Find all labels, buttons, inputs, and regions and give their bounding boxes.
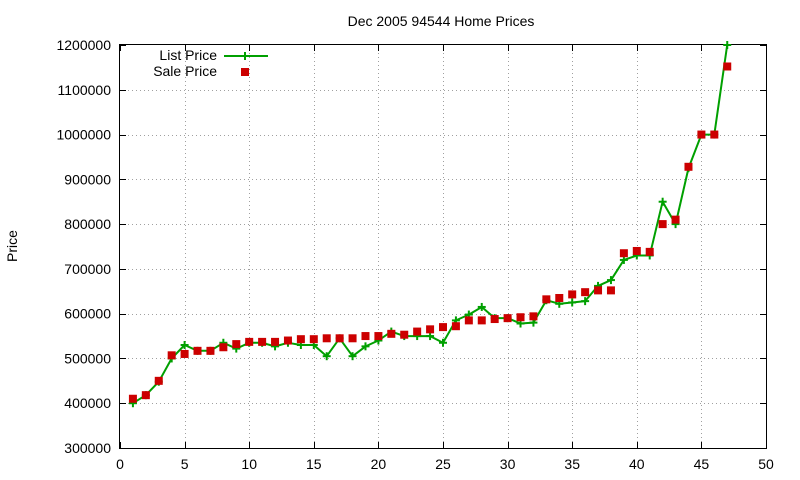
point-sale-price: [477, 316, 486, 325]
point-sale-price: [426, 325, 435, 334]
x-tick-label: 35: [564, 456, 580, 472]
y-tick-label: 1000000: [56, 127, 111, 143]
point-sale-price: [296, 335, 305, 344]
plot-frame: [119, 44, 767, 449]
y-tick-label: 1100000: [58, 82, 112, 98]
point-sale-price: [529, 312, 538, 321]
chart-title: Dec 2005 94544 Home Prices: [348, 13, 535, 29]
x-tick-label: 30: [500, 456, 516, 472]
point-sale-price: [309, 335, 318, 344]
point-sale-price: [335, 334, 344, 343]
point-sale-price: [271, 337, 280, 346]
point-sale-price: [542, 295, 551, 304]
x-tick-label: 15: [306, 456, 322, 472]
point-sale-price: [283, 336, 292, 345]
x-tick-label: 5: [181, 456, 189, 472]
x-tick-label: 25: [435, 456, 451, 472]
point-sale-price: [619, 249, 628, 258]
x-tick-label: 45: [694, 456, 710, 472]
point-sale-price: [594, 286, 603, 295]
x-tick-label: 20: [371, 456, 387, 472]
point-list-price: [348, 352, 357, 361]
y-tick-label: 1200000: [56, 37, 111, 53]
point-sale-price: [671, 215, 680, 224]
y-axis-label: Price: [4, 230, 20, 262]
point-sale-price: [167, 351, 176, 360]
point-sale-price: [645, 247, 654, 256]
y-tick-label: 400000: [64, 395, 111, 411]
point-sale-price: [632, 246, 641, 255]
point-sale-price: [697, 130, 706, 139]
point-list-price: [568, 298, 577, 307]
point-sale-price: [361, 332, 370, 341]
point-sale-price: [581, 288, 590, 297]
point-sale-price: [516, 313, 525, 322]
point-sale-price: [503, 314, 512, 323]
point-sale-price: [723, 62, 732, 71]
point-list-price: [606, 276, 615, 285]
point-list-price: [439, 338, 447, 347]
point-sale-price: [180, 349, 189, 358]
point-sale-price: [374, 332, 383, 341]
y-tick-label: 600000: [64, 306, 111, 322]
point-sale-price: [451, 322, 460, 331]
point-sale-price: [413, 327, 422, 336]
point-sale-price: [658, 220, 667, 229]
y-tick-label: 800000: [64, 216, 111, 232]
x-tick-label: 40: [629, 456, 645, 472]
point-sale-price: [141, 391, 150, 400]
legend-marker-list-price: [241, 52, 249, 60]
point-sale-price: [606, 286, 615, 295]
y-tick-label: 300000: [64, 440, 111, 456]
point-sale-price: [568, 290, 577, 299]
point-sale-price: [710, 130, 719, 139]
x-tick-label: 0: [116, 456, 124, 472]
point-sale-price: [387, 329, 396, 338]
axis-ticks: 0 5 10 15 20 25 30 35 40 45 50 300000 400000 500000 60…: [56, 37, 774, 472]
legend-marker-sale-price: [241, 68, 249, 76]
point-sale-price: [400, 330, 409, 339]
point-list-price: [426, 332, 435, 341]
point-sale-price: [154, 376, 163, 385]
x-tick-label: 10: [241, 456, 257, 472]
grid-lines: [120, 45, 766, 448]
point-sale-price: [258, 337, 267, 346]
point-sale-price: [490, 315, 499, 324]
series-layer: [128, 41, 732, 408]
x-tick-label: 50: [758, 456, 774, 472]
point-sale-price: [206, 346, 215, 355]
point-sale-price: [555, 293, 564, 302]
point-list-price: [658, 197, 667, 206]
y-tick-label: 900000: [64, 171, 111, 187]
point-sale-price: [439, 323, 447, 332]
point-list-price: [619, 255, 628, 264]
point-sale-price: [219, 343, 228, 352]
y-tick-label: 700000: [64, 261, 111, 277]
legend-label-list-price: List Price: [159, 47, 217, 63]
point-list-price: [180, 341, 189, 350]
point-sale-price: [245, 337, 254, 346]
point-sale-price: [322, 334, 331, 343]
legend-label-sale-price: Sale Price: [153, 63, 217, 79]
point-sale-price: [348, 334, 357, 343]
point-list-price: [322, 352, 331, 361]
point-list-price: [477, 302, 486, 311]
y-tick-label: 500000: [64, 350, 111, 366]
point-list-price: [723, 41, 732, 49]
point-sale-price: [684, 162, 693, 171]
point-sale-price: [193, 346, 202, 355]
point-list-price: [581, 297, 590, 306]
legend: List Price Sale Price: [153, 47, 268, 79]
point-sale-price: [464, 316, 473, 325]
point-sale-price: [232, 340, 241, 349]
point-sale-price: [128, 394, 137, 403]
point-list-price: [361, 342, 370, 351]
